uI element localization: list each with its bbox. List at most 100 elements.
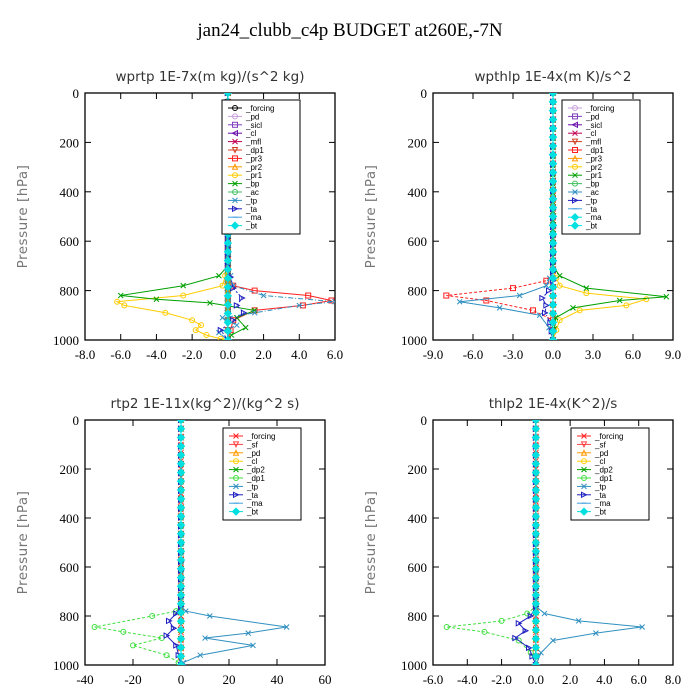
series-point <box>548 212 558 221</box>
series-point <box>515 620 523 627</box>
legend-label: _bt <box>245 222 258 231</box>
legend-label: _dp1 <box>594 474 613 483</box>
legend-label: _forcing <box>245 104 274 113</box>
panel-4: thlp2 1E-4x(K^2)/s Pressure [hPa] 0 200 400 6… <box>363 396 681 687</box>
legend-label: _pr3 <box>245 154 263 163</box>
x-tick-label: -2.0 <box>491 672 512 687</box>
series-point <box>233 302 241 309</box>
x-tick-label: 6.0 <box>327 347 343 362</box>
series-point <box>176 573 186 582</box>
series-point <box>548 106 558 115</box>
x-tick-label: 0 <box>178 672 185 687</box>
series-point <box>498 617 505 624</box>
series-point <box>219 282 226 289</box>
series-point <box>531 660 541 665</box>
series-point <box>496 305 503 311</box>
series-point <box>180 292 187 299</box>
series-point <box>203 332 210 339</box>
series-point <box>283 624 290 630</box>
legend-label: _bt <box>594 508 607 517</box>
series-point <box>176 512 186 521</box>
series-line-ac <box>459 93 554 340</box>
series-point <box>522 627 530 635</box>
series-point <box>443 292 450 299</box>
x-tick-label: 0.0 <box>220 347 236 362</box>
series-point <box>149 613 156 619</box>
legend-marker <box>572 163 578 170</box>
series-point <box>548 318 558 327</box>
legend: _forcing_pd_sicl_cl_mfl_dp1_pr3_pr2_pr1_… <box>221 99 301 235</box>
series-point <box>217 326 225 334</box>
series-point <box>548 132 558 142</box>
legend-label: _ta <box>585 205 598 214</box>
y-tick-label: 600 <box>408 234 428 249</box>
y-axis-label: Pressure [hPa] <box>15 491 31 595</box>
y-tick-label: 800 <box>408 609 428 624</box>
series-point <box>197 652 204 659</box>
series-point <box>556 272 563 279</box>
series-point <box>153 296 160 303</box>
series-point <box>548 265 558 274</box>
legend-label: _ac <box>245 188 259 197</box>
series-point <box>512 634 519 642</box>
x-tick-label: 2.0 <box>562 672 578 687</box>
series-point <box>173 610 180 617</box>
series-point <box>548 247 558 256</box>
series-point <box>223 256 233 265</box>
series-point <box>166 617 173 625</box>
plot-frame <box>84 419 326 666</box>
legend-marker <box>581 433 587 439</box>
series-point <box>176 590 186 600</box>
x-tick-label: 6.0 <box>631 672 647 687</box>
series-point <box>531 529 541 538</box>
series-point <box>223 93 233 98</box>
series-point <box>176 503 186 512</box>
x-tick-label: -4.0 <box>457 672 478 687</box>
y-axis-label: Pressure [hPa] <box>363 491 379 595</box>
legend-label: _ta <box>246 491 259 500</box>
legend-label: _pr3 <box>585 154 603 163</box>
series-point <box>531 503 541 512</box>
legend-label: _sf <box>594 440 606 449</box>
series-group <box>443 420 645 665</box>
legend-label: _ma <box>594 499 611 508</box>
series-point <box>538 649 544 656</box>
series-point <box>117 292 124 299</box>
series-point <box>176 420 186 425</box>
x-tick-label: -8.0 <box>75 347 96 362</box>
legend-marker <box>232 441 240 449</box>
x-tick-label: 2.0 <box>255 347 271 362</box>
series-point <box>548 326 558 336</box>
legend-marker <box>233 433 239 439</box>
series-point <box>176 450 186 460</box>
series-point <box>531 564 541 573</box>
y-tick-label: 600 <box>60 560 80 575</box>
series-point <box>176 652 186 661</box>
series-point <box>548 203 558 212</box>
series-point <box>531 424 541 433</box>
legend-marker <box>571 121 578 129</box>
series-point <box>548 177 558 186</box>
legend-label: _sicl <box>585 121 602 130</box>
series-point <box>548 150 558 159</box>
legend-label: _bt <box>585 222 598 231</box>
series-point <box>548 291 558 301</box>
series-point <box>527 612 535 620</box>
series-point <box>531 634 541 643</box>
series-point <box>550 637 556 644</box>
panel-title: thlp2 1E-4x(K^2)/s <box>489 396 618 412</box>
series-point <box>176 582 186 591</box>
legend-label: _dp1 <box>246 474 265 483</box>
x-tick-label: -6.0 <box>423 672 444 687</box>
series-line-dp1 <box>446 420 537 665</box>
series-point <box>531 599 541 608</box>
x-tick-label: 4.0 <box>291 347 307 362</box>
legend-marker <box>232 121 238 128</box>
x-tick-label: -6.0 <box>110 347 131 362</box>
legend-label: _sf <box>246 440 258 449</box>
legend-marker <box>231 507 241 516</box>
x-tick-label: -4.0 <box>146 347 167 362</box>
series-point <box>541 610 548 617</box>
series-point <box>456 298 463 305</box>
series-point <box>176 660 186 665</box>
